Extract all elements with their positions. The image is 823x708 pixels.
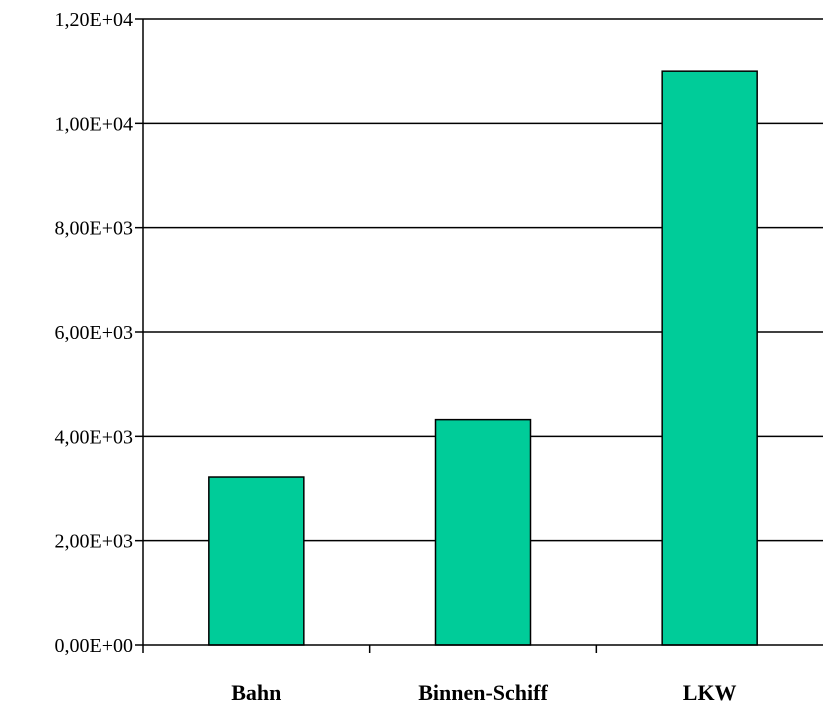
y-tick-label: 0,00E+00: [55, 635, 134, 657]
y-tick-label: 8,00E+03: [55, 218, 134, 240]
labels: 0,00E+00 2,00E+03 4,00E+03 6,00E+03 8,00E+03…: [55, 9, 737, 705]
x-category-label: Bahn: [231, 680, 281, 705]
bars: [208, 70, 758, 646]
x-category-label: LKW: [683, 680, 737, 705]
axes: [135, 18, 823, 653]
y-tick-label: 1,20E+04: [55, 9, 134, 31]
y-tick-label: 4,00E+03: [55, 426, 134, 448]
bar-bahn: [208, 476, 305, 646]
x-category-label: Binnen-Schiff: [418, 680, 548, 705]
y-tick-label: 1,00E+04: [55, 113, 134, 135]
y-tick-label: 2,00E+03: [55, 531, 134, 553]
bar-lkw: [661, 70, 758, 646]
bar-binnen-schiff: [434, 418, 532, 646]
y-tick-label: 6,00E+03: [55, 322, 134, 344]
